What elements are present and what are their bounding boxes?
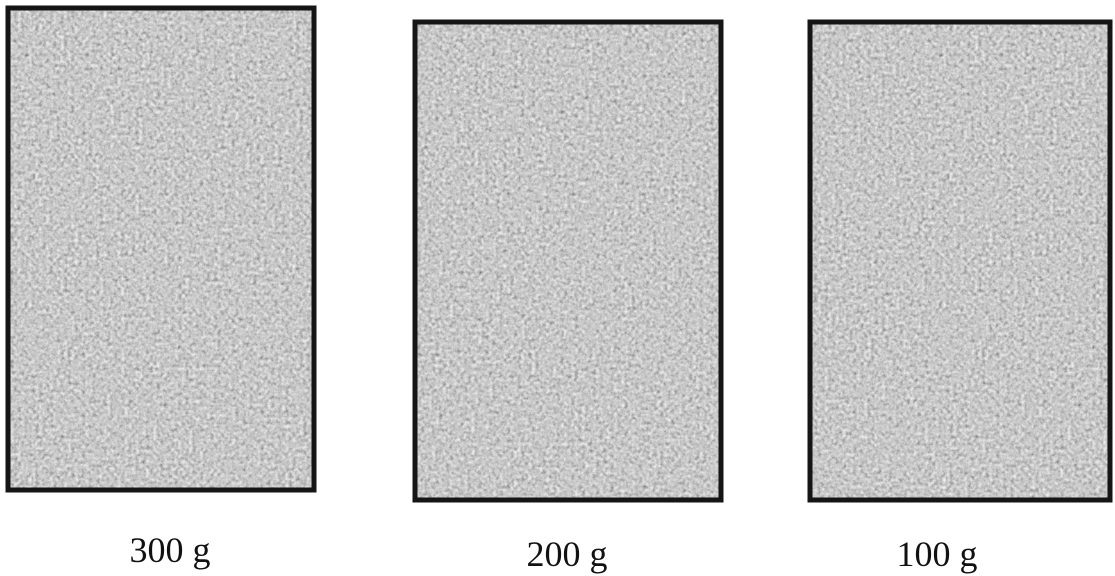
sample-texture [810, 22, 1110, 500]
sample-3 [810, 22, 1110, 500]
diagram: 300 g 200 g 100 g [0, 0, 1115, 576]
sample-1 [8, 8, 314, 490]
sample-label: 100 g [897, 534, 978, 574]
sample-2 [415, 22, 721, 500]
sample-texture [8, 8, 314, 490]
page: 300 g 200 g 100 g (() => { const data = … [0, 0, 1115, 576]
sample-label: 200 g [527, 534, 608, 574]
sample-label: 300 g [130, 530, 211, 570]
sample-texture [415, 22, 721, 500]
